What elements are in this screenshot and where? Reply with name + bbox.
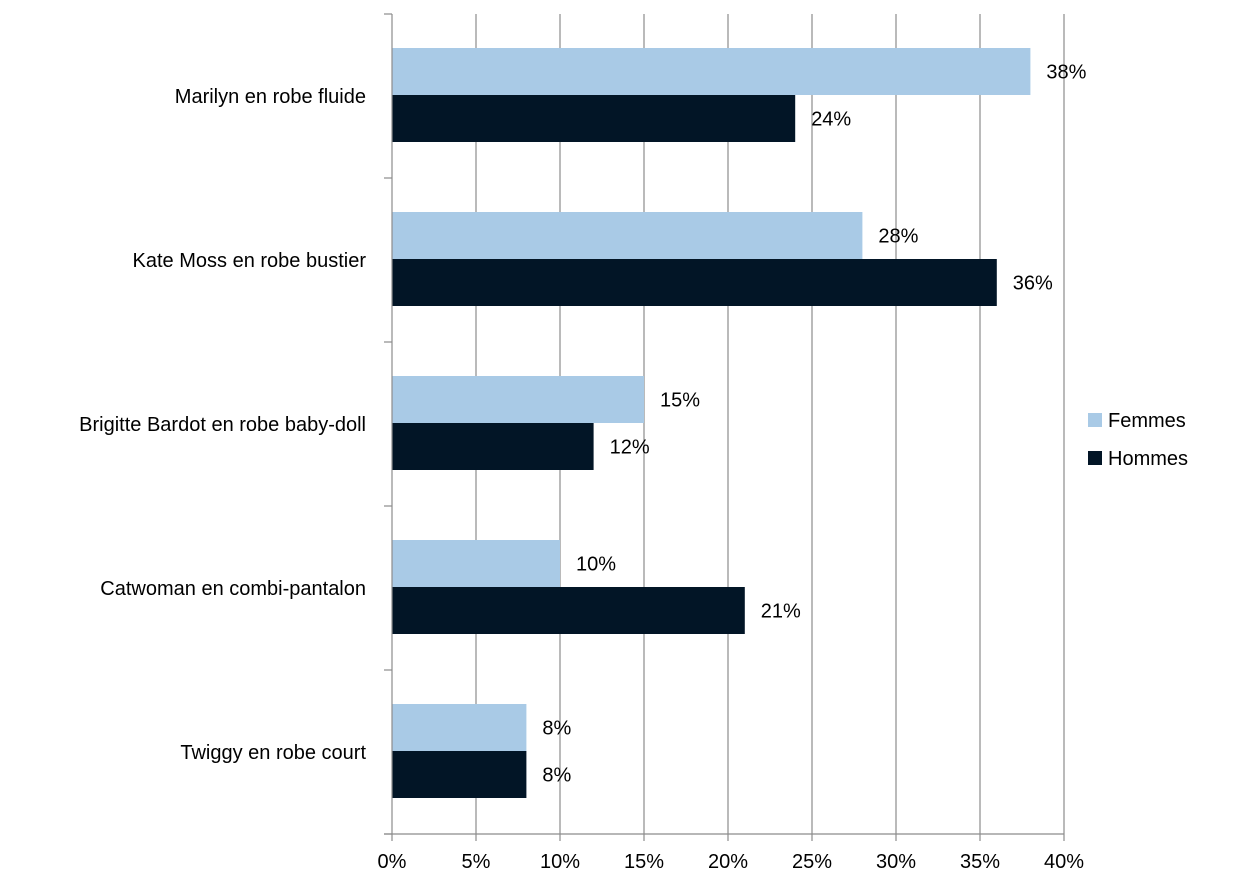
x-tick-label: 20% [708, 851, 748, 873]
x-tick-label: 25% [792, 851, 832, 873]
category-label: Twiggy en robe court [180, 742, 366, 764]
data-labels: 38% 24% 28% 36% 15% 12% 10% 21% 8% 8% [542, 62, 1086, 787]
data-label: 15% [660, 390, 700, 412]
x-tick-label: 0% [378, 851, 407, 873]
bar-femmes [392, 704, 527, 751]
data-label: 12% [610, 437, 650, 459]
data-label: 28% [878, 226, 918, 248]
legend-label: Hommes [1108, 448, 1188, 470]
legend-label: Femmes [1108, 410, 1186, 432]
data-label: 24% [811, 109, 851, 131]
category-label: Catwoman en combi-pantalon [100, 578, 366, 600]
bars [392, 48, 1031, 798]
legend-swatch-femmes [1088, 413, 1102, 427]
legend-swatch-hommes [1088, 451, 1102, 465]
data-label: 8% [542, 718, 571, 740]
bar-femmes [392, 540, 560, 587]
data-label: 36% [1013, 273, 1053, 295]
bar-hommes [392, 95, 796, 142]
data-label: 38% [1046, 62, 1086, 84]
bar-hommes [392, 587, 745, 634]
category-label: Marilyn en robe fluide [175, 86, 366, 108]
x-tick-label: 30% [876, 851, 916, 873]
bar-hommes [392, 751, 527, 798]
gridlines [475, 14, 1065, 834]
x-tick-label: 5% [462, 851, 491, 873]
data-label: 21% [761, 601, 801, 623]
bar-femmes [392, 376, 644, 423]
bar-hommes [392, 423, 594, 470]
data-label: 8% [542, 765, 571, 787]
category-label: Kate Moss en robe bustier [133, 250, 367, 272]
x-tick-label: 15% [624, 851, 664, 873]
axes: 0% 5% 10% 15% 20% 25% 30% 35% 40% Marilyn en robe… [79, 13, 1084, 873]
category-label: Brigitte Bardot en robe baby-doll [79, 414, 366, 436]
legend: Femmes Hommes [1088, 410, 1188, 470]
bar-hommes [392, 259, 997, 306]
x-tick-label: 10% [540, 851, 580, 873]
bar-femmes [392, 48, 1031, 95]
bar-femmes [392, 212, 863, 259]
x-tick-label: 35% [960, 851, 1000, 873]
data-label: 10% [576, 554, 616, 576]
x-tick-label: 40% [1044, 851, 1084, 873]
